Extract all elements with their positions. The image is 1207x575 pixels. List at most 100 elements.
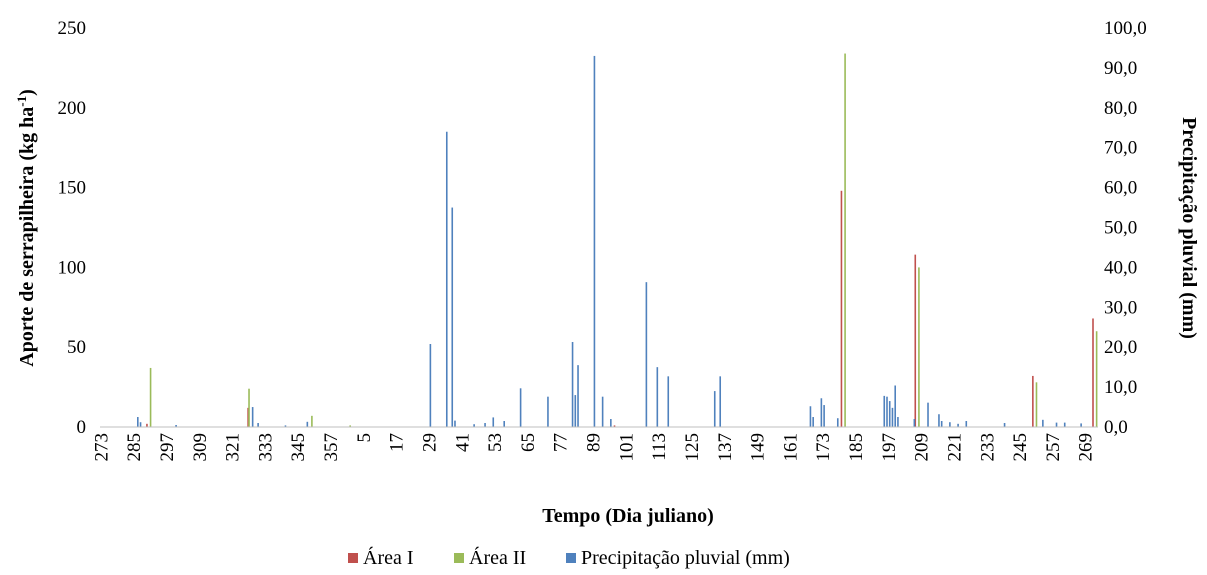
x-tick-label: 233 <box>977 433 998 462</box>
bar-precipitacao-pluvial-mm <box>473 424 475 427</box>
bar-precipitacao-pluvial-mm <box>1003 423 1006 427</box>
y-right-tick-label: 70,0 <box>1104 138 1137 159</box>
x-tick-label: 297 <box>157 433 178 462</box>
bar-precipitacao-pluvial-mm <box>891 407 894 427</box>
bar-precipitacao-pluvial-mm <box>823 405 825 427</box>
bar-precipitacao-pluvial-mm <box>574 395 577 427</box>
bar-precipitacao-pluvial-mm <box>1080 423 1082 427</box>
bar-precipitacao-pluvial-mm <box>894 385 896 427</box>
bar-area-ii <box>149 367 152 427</box>
bar-precipitacao-pluvial-mm <box>454 420 456 427</box>
x-tick-label: 161 <box>780 433 801 462</box>
bar-precipitacao-pluvial-mm <box>1055 422 1058 427</box>
y-right-tick-label: 100,0 <box>1104 18 1147 39</box>
x-tick-label: 273 <box>91 433 112 462</box>
bar-area-ii <box>844 53 846 427</box>
bar-precipitacao-pluvial-mm <box>820 398 823 427</box>
bar-precipitacao-pluvial-mm <box>897 417 899 427</box>
x-tick-label: 209 <box>912 433 933 462</box>
x-tick-label: 197 <box>879 433 900 462</box>
bar-precipitacao-pluvial-mm <box>883 395 886 427</box>
bar-precipitacao-pluvial-mm <box>571 342 574 427</box>
bar-area-i <box>247 407 249 427</box>
y-left-tick-label: 50 <box>67 337 86 358</box>
legend: Área I Área II Precipitação pluvial (mm) <box>348 546 790 569</box>
bar-precipitacao-pluvial-mm <box>451 207 454 427</box>
y-right-axis-title: Precipitação pluvial (mm) <box>1178 117 1200 339</box>
legend-swatch-area-i <box>348 553 358 563</box>
y-left-tick-label: 200 <box>58 98 87 119</box>
bar-precipitacao-pluvial-mm <box>809 406 812 427</box>
bar-precipitacao-pluvial-mm <box>306 421 309 427</box>
bar-precipitacao-pluvial-mm <box>601 396 604 427</box>
x-tick-label: 333 <box>255 433 276 462</box>
bar-precipitacao-pluvial-mm <box>445 131 448 428</box>
bar-precipitacao-pluvial-mm <box>503 421 505 427</box>
x-tick-label: 77 <box>551 433 572 452</box>
x-tick-label: 89 <box>584 433 605 452</box>
x-tick-label: 5 <box>354 433 375 443</box>
y-right-tick-label: 20,0 <box>1104 337 1137 358</box>
y-right-tick-label: 80,0 <box>1104 98 1137 119</box>
bar-precipitacao-pluvial-mm <box>965 421 968 427</box>
y-left-tick-labels: 0 50 100 150 200 250 <box>58 18 87 438</box>
x-tick-label: 101 <box>616 433 637 462</box>
y-right-tick-label: 60,0 <box>1104 178 1137 199</box>
bar-precipitacao-pluvial-mm <box>547 396 549 427</box>
x-tick-label: 245 <box>1010 433 1031 462</box>
x-tick-label: 221 <box>945 433 966 462</box>
bar-area-i <box>146 423 148 427</box>
bar-precipitacao-pluvial-mm <box>812 417 814 427</box>
bar-precipitacao-pluvial-mm <box>836 418 839 427</box>
legend-swatch-precipitation <box>566 553 576 563</box>
x-tick-label: 29 <box>420 433 441 452</box>
y-right-tick-labels: 0,0 10,0 20,0 30,0 40,0 50,0 60,0 70,0 80,0 90,0 1… <box>1104 18 1147 438</box>
legend-label-area-ii: Área II <box>469 546 526 569</box>
bar-area-ii <box>311 415 313 427</box>
x-tick-labels: 273 285 297 309 321 333 345 357 5 17 29 41 53 65 77 89 1… <box>91 433 1096 462</box>
bar-precipitacao-pluvial-mm <box>940 421 943 427</box>
bar-precipitacao-pluvial-mm <box>257 423 259 427</box>
bar-precipitacao-pluvial-mm <box>1063 422 1066 427</box>
x-tick-label: 17 <box>387 433 408 452</box>
x-tick-label: 185 <box>846 433 867 462</box>
y-left-tick-label: 150 <box>58 178 87 199</box>
x-tick-label: 269 <box>1076 433 1097 462</box>
y-left-tick-label: 0 <box>77 417 87 438</box>
bar-precipitacao-pluvial-mm <box>484 423 486 427</box>
legend-swatch-area-ii <box>454 553 464 563</box>
x-tick-label: 285 <box>124 433 145 462</box>
x-tick-label: 125 <box>682 433 703 462</box>
y-left-tick-label: 250 <box>58 18 87 39</box>
legend-label-precipitation: Precipitação pluvial (mm) <box>581 547 790 569</box>
bar-area-ii <box>1095 331 1098 427</box>
bar-precipitacao-pluvial-mm <box>938 414 940 427</box>
bar-precipitacao-pluvial-mm <box>593 55 596 428</box>
x-tick-label: 41 <box>452 433 473 452</box>
legend-label-area-i: Área I <box>363 546 414 569</box>
bar-precipitacao-pluvial-mm <box>667 376 670 427</box>
x-tick-label: 149 <box>748 433 769 462</box>
bar-precipitacao-pluvial-mm <box>137 417 139 427</box>
bar-precipitacao-pluvial-mm <box>251 407 254 427</box>
y-left-tick-label: 100 <box>58 257 87 278</box>
y-right-tick-label: 30,0 <box>1104 297 1137 318</box>
bar-precipitacao-pluvial-mm <box>888 401 891 427</box>
bar-area-ii <box>349 425 351 427</box>
bar-area-ii <box>1035 382 1038 427</box>
y-right-tick-label: 0,0 <box>1104 417 1128 438</box>
x-tick-label: 173 <box>813 433 834 462</box>
x-tick-label: 345 <box>288 433 309 462</box>
x-tick-label: 357 <box>321 433 342 462</box>
bar-area-i <box>914 254 917 427</box>
y-left-axis-title: Aporte de serrapilheira (kg ha-1) <box>14 89 38 367</box>
bar-area-i <box>1032 375 1034 427</box>
y-right-tick-label: 50,0 <box>1104 218 1137 239</box>
x-tick-label: 65 <box>518 433 539 452</box>
bar-area-i <box>613 425 616 427</box>
x-tick-label: 321 <box>223 433 244 462</box>
bar-precipitacao-pluvial-mm <box>610 419 612 427</box>
bars-layer <box>137 53 1098 428</box>
bar-area-i <box>840 190 843 427</box>
